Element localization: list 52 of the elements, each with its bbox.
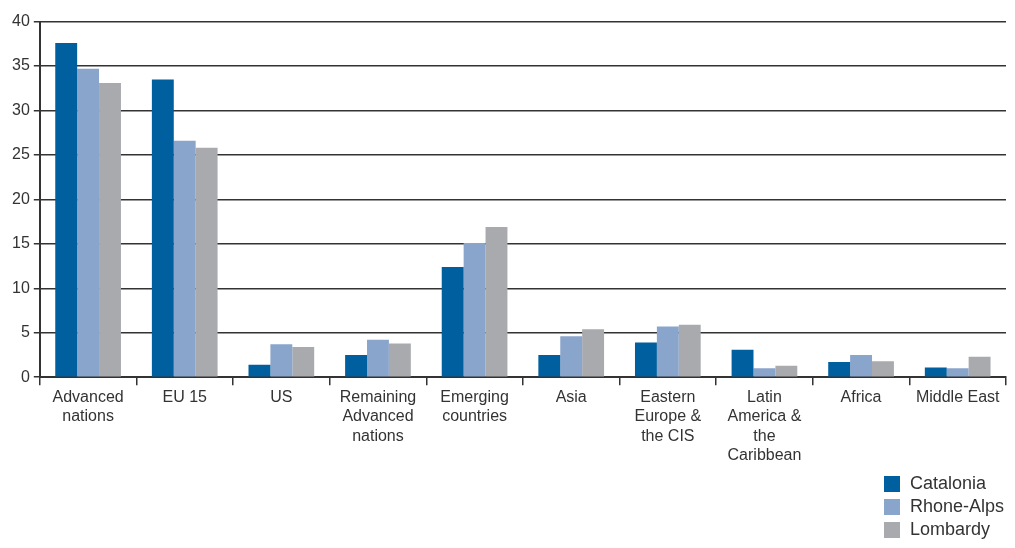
bar xyxy=(731,349,754,377)
y-tick-label: 25 xyxy=(12,145,30,163)
y-tick-label: 40 xyxy=(12,12,30,30)
x-tick-label: Emerging countries xyxy=(440,388,509,425)
bar xyxy=(388,343,411,377)
bar xyxy=(151,79,174,377)
bar xyxy=(538,354,561,377)
bar xyxy=(485,226,508,377)
bar xyxy=(463,242,486,377)
bar xyxy=(195,147,218,377)
bar xyxy=(753,368,776,377)
x-tick-label: Africa xyxy=(840,388,882,406)
bar xyxy=(560,336,583,377)
bar xyxy=(248,364,271,377)
bar xyxy=(946,368,969,377)
legend-label: Rhone-Alps xyxy=(909,496,1004,517)
x-tick-label: Latin America & the Caribbean xyxy=(727,388,802,463)
bar xyxy=(292,346,315,377)
bar xyxy=(678,324,701,377)
x-tick-label: US xyxy=(270,388,293,406)
bar xyxy=(55,42,78,377)
y-tick-label: 30 xyxy=(12,100,30,118)
bar xyxy=(99,82,121,377)
x-tick-label: EU 15 xyxy=(162,388,208,406)
y-tick-label: 20 xyxy=(12,189,30,207)
bar xyxy=(173,140,196,377)
y-tick-label: 35 xyxy=(12,56,30,74)
y-tick-label: 0 xyxy=(20,367,30,385)
bar xyxy=(582,329,605,377)
x-tick-label: Remaining Advanced nations xyxy=(339,388,417,444)
bar xyxy=(656,326,679,377)
x-tick-label: Asia xyxy=(555,388,587,406)
bar xyxy=(270,344,293,377)
x-tick-label: Eastern Europe & the CIS xyxy=(634,388,702,444)
y-tick-label: 10 xyxy=(12,278,30,296)
x-tick-label: Advanced nations xyxy=(52,388,124,425)
legend-label: Lombardy xyxy=(909,519,990,540)
bar xyxy=(924,367,947,377)
bar xyxy=(850,354,873,377)
bar xyxy=(872,361,894,377)
bar xyxy=(441,266,464,377)
bar xyxy=(367,339,389,377)
bar xyxy=(345,354,368,377)
x-tick-label: Middle East xyxy=(915,388,1001,406)
y-tick-label: 5 xyxy=(20,323,30,341)
bar xyxy=(968,356,991,377)
bar xyxy=(77,68,100,377)
bar xyxy=(775,365,798,377)
bar xyxy=(634,342,657,377)
legend-label: Catalonia xyxy=(909,473,986,494)
bar xyxy=(828,362,851,377)
y-tick-label: 15 xyxy=(12,234,30,252)
